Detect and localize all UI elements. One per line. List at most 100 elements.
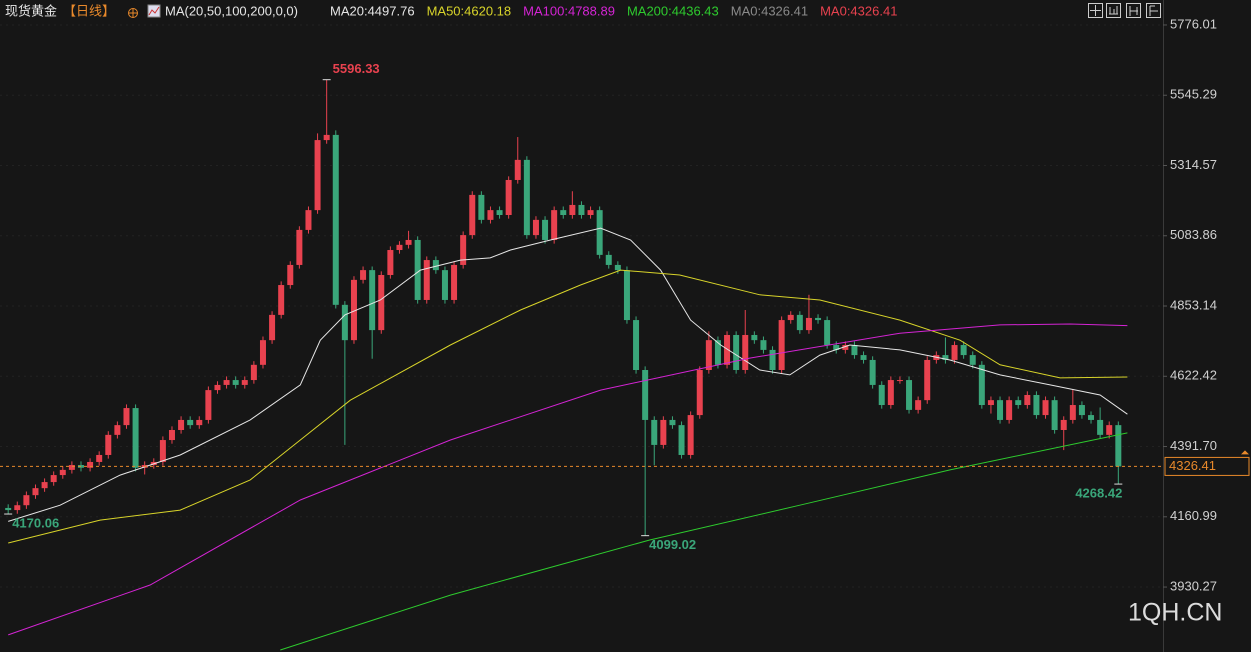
candle-body [997, 400, 1004, 420]
candle-body [651, 419, 658, 445]
candle-body [96, 454, 103, 462]
candle-body [323, 134, 330, 141]
tool-icon [1109, 6, 1118, 15]
last-price-arrow [1241, 450, 1249, 455]
ma-line [8, 227, 1128, 522]
candle-body [223, 380, 230, 385]
indicator-icon [148, 6, 160, 16]
candle-body [487, 210, 494, 220]
candle-body [214, 384, 221, 391]
candle-body [987, 400, 994, 406]
candle-body [250, 364, 257, 381]
candle-body [423, 260, 430, 300]
candle-body [1015, 400, 1022, 406]
candle-body [860, 355, 867, 360]
candle-body [314, 140, 321, 211]
y-tick-label: 5776.01 [1170, 16, 1217, 31]
candle-body [960, 345, 967, 356]
candle-body [505, 179, 512, 215]
candle-body [878, 384, 885, 406]
candle-body [460, 235, 467, 265]
tool-icon [1090, 5, 1101, 16]
candle-body [587, 210, 594, 215]
candle-body [332, 134, 339, 305]
candle-body [1060, 419, 1067, 430]
candle-body [32, 488, 39, 496]
candle-body [896, 380, 903, 382]
candle-body [696, 370, 703, 416]
candle-body [605, 254, 612, 265]
candle-body [196, 419, 203, 426]
candle-body [50, 475, 57, 483]
candle-body [296, 229, 303, 265]
y-tick-label: 4853.14 [1170, 297, 1217, 312]
candle-body [369, 270, 376, 331]
tool-icon [1129, 6, 1138, 16]
ma-line [280, 432, 1128, 651]
legend-entry: MA100:4788.89 [523, 3, 615, 18]
toolbar [1088, 3, 1161, 18]
candle-body [906, 380, 913, 410]
candle-body [1069, 405, 1076, 420]
candle-body [869, 359, 876, 385]
candle-body [205, 390, 212, 420]
candle-body [569, 204, 576, 215]
y-tick-label: 5545.29 [1170, 87, 1217, 102]
candle-body [824, 320, 831, 346]
candle-body [232, 380, 239, 385]
candle-body [769, 349, 776, 371]
candle-body [469, 194, 476, 236]
legend-entry: MA0:4326.41 [820, 3, 897, 18]
candle-body [532, 219, 539, 236]
candle-body [269, 314, 276, 341]
tool-icon[interactable] [1106, 3, 1121, 18]
candle-body [123, 408, 130, 426]
instrument-title: 现货黄金 [5, 3, 57, 18]
candle-body [432, 260, 439, 271]
period-label[interactable]: 【日线】 [63, 3, 115, 18]
indicator-icon[interactable] [147, 4, 161, 18]
candle-body [178, 419, 185, 430]
candle-body [924, 359, 931, 401]
candle-body [778, 320, 785, 371]
candle-body [705, 340, 712, 371]
candle-body [815, 317, 822, 321]
candle-body [1033, 394, 1040, 416]
candle-body [478, 194, 485, 220]
annotation-label: 4099.02 [649, 537, 696, 552]
candle-body [287, 264, 294, 286]
candle-body [724, 334, 731, 365]
candle-body [451, 264, 458, 300]
candle-body [842, 345, 849, 350]
candle-body [951, 345, 958, 360]
y-tick-label: 4160.99 [1170, 508, 1217, 523]
candle-body [614, 264, 621, 271]
candle-body [678, 425, 685, 455]
candle-body [1042, 400, 1049, 416]
annotation-label: 4268.42 [1075, 486, 1122, 501]
candle-body [660, 419, 667, 445]
candle-body [560, 210, 567, 215]
candle-body [969, 355, 976, 365]
tool-icon[interactable] [1146, 3, 1161, 18]
y-tick-label: 5314.57 [1170, 157, 1217, 172]
tool-icon[interactable] [1126, 3, 1141, 18]
candle-body [441, 270, 448, 300]
watermark: 1QH.CN [1128, 599, 1222, 627]
candle-body [542, 219, 549, 240]
candle-body [396, 244, 403, 251]
candle-body [259, 340, 266, 365]
candle-body [159, 440, 166, 462]
candle-body [5, 507, 12, 511]
indicator-label: MA(20,50,100,200,0,0) [165, 3, 298, 18]
candle-body [751, 334, 758, 341]
y-tick-label: 4391.70 [1170, 438, 1217, 453]
annotation-label: 4170.06 [12, 515, 59, 530]
candle-body [687, 415, 694, 455]
candle-body [851, 345, 858, 356]
candle-body [387, 250, 394, 275]
candle-body [514, 159, 521, 180]
tool-icon[interactable] [1088, 3, 1103, 18]
